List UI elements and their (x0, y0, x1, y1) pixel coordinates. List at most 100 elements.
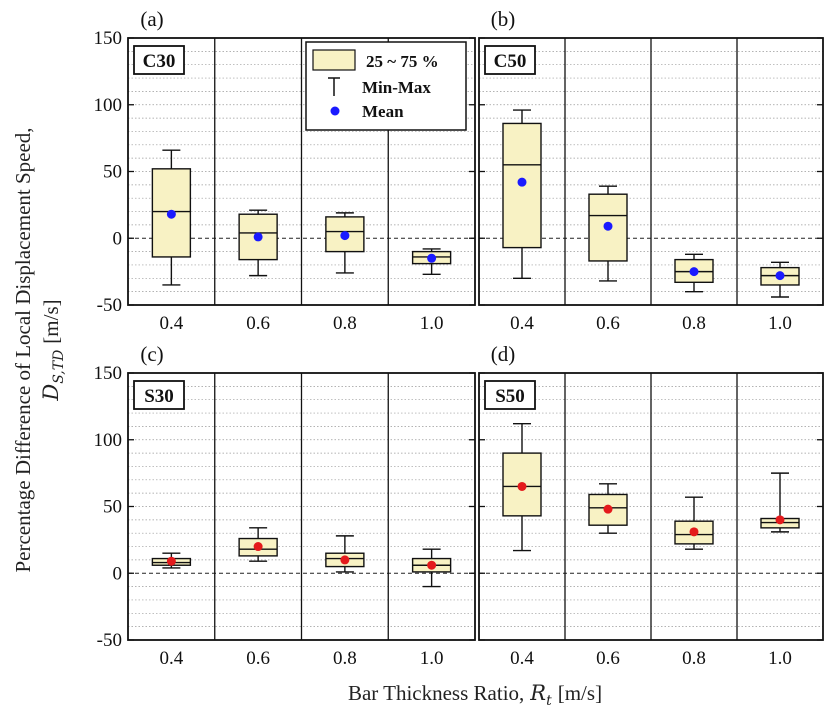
box-0.8 (674, 253, 714, 293)
y-tick-label: 100 (94, 430, 123, 451)
legend: 25 ~ 75 % Min-Max Mean (305, 41, 467, 131)
y-axis-symbol-subscript: S,TD (51, 350, 67, 384)
panel-c30: -50 0 50 100 150 0.4 0.6 0.8 1.0 (a) C30 (94, 7, 476, 334)
legend-box-label: 25 ~ 75 % (366, 52, 439, 71)
x-axis-title-text: Bar Thickness Ratio, (348, 681, 524, 705)
legend-mean-label: Mean (362, 102, 404, 121)
y-tick-label: -50 (97, 295, 122, 316)
panel-letter: (c) (140, 342, 163, 366)
box-1.0 (411, 248, 452, 275)
panel-tag: C50 (484, 45, 536, 75)
mean-marker (689, 527, 699, 537)
x-tick-label: 0.8 (682, 648, 706, 669)
mean-marker (253, 542, 263, 552)
box-0.6 (588, 185, 628, 282)
mean-marker (517, 481, 527, 491)
x-tick-label: 0.4 (160, 648, 184, 669)
mean-marker (603, 221, 613, 231)
mean-marker (340, 555, 350, 565)
panels-group: -50 0 50 100 150 0.4 0.6 0.8 1.0 (a) C30 0.4 0.6 0.8 1… (94, 7, 824, 669)
panel-tag: S50 (484, 380, 536, 410)
y-tick-label: 50 (103, 497, 122, 518)
mean-marker (166, 556, 176, 566)
x-tick-label: 0.4 (510, 648, 534, 669)
mean-marker (689, 267, 699, 277)
x-tick-label: 0.6 (246, 313, 270, 334)
mean-marker (775, 515, 785, 525)
x-axis-title: Bar Thickness Ratio, Rt [m/s] (348, 681, 602, 709)
panel-tag-frame (484, 380, 536, 410)
box-0.8 (325, 212, 365, 274)
mean-marker (253, 232, 263, 242)
panel-tag-label: C30 (143, 51, 176, 72)
panel-tag: S30 (133, 380, 185, 410)
x-tick-label: 1.0 (768, 648, 792, 669)
y-axis-unit: [m/s] (39, 299, 63, 343)
x-tick-label: 0.6 (596, 648, 620, 669)
legend-mean-marker (330, 106, 340, 116)
box-0.4 (502, 423, 542, 552)
iqr-box (588, 493, 628, 526)
mean-marker (340, 231, 350, 241)
iqr-box (588, 193, 628, 262)
panel-letter: (d) (491, 342, 516, 366)
mean-marker (427, 560, 437, 570)
box-0.6 (238, 527, 278, 562)
panel-tag-label: S30 (144, 386, 174, 407)
panel-tag-frame (484, 45, 536, 75)
mean-marker (517, 177, 527, 187)
whisker-icon (328, 77, 340, 96)
mean-marker (166, 209, 176, 219)
panel-tag-frame (133, 45, 185, 75)
box-0.8 (325, 535, 365, 573)
y-axis-title-text: Percentage Difference of Local Displacem… (11, 127, 35, 572)
x-tick-label: 0.6 (596, 313, 620, 334)
x-tick-label: 0.6 (246, 648, 270, 669)
legend-box-swatch (312, 49, 356, 71)
x-tick-label: 0.8 (682, 313, 706, 334)
panel-s50: 0.4 0.6 0.8 1.0 (d) S50 (478, 342, 824, 669)
x-tick-label: 0.8 (333, 313, 357, 334)
y-tick-label: 50 (103, 162, 122, 183)
x-tick-label: 1.0 (420, 313, 444, 334)
box-0.8 (674, 496, 714, 550)
panel-tag-label: S50 (495, 386, 525, 407)
box-0.6 (238, 209, 278, 277)
y-axis-symbol-main: D (39, 384, 63, 402)
panel-tag-label: C50 (494, 51, 527, 72)
x-tick-label: 0.4 (160, 313, 184, 334)
y-tick-label: 150 (94, 363, 123, 384)
y-tick-label: -50 (97, 630, 122, 651)
y-tick-label: 0 (113, 228, 123, 249)
x-tick-label: 0.4 (510, 313, 534, 334)
x-tick-label: 1.0 (768, 313, 792, 334)
box-0.6 (588, 483, 628, 534)
mean-marker (775, 271, 785, 281)
panel-c50: 0.4 0.6 0.8 1.0 (b) C50 (478, 7, 824, 334)
x-axis-symbol-subscript: t (546, 693, 552, 709)
panel-tag: C30 (133, 45, 185, 75)
x-tick-label: 1.0 (420, 648, 444, 669)
box-1.0 (760, 261, 800, 298)
panel-tag-frame (133, 380, 185, 410)
y-tick-label: 0 (113, 563, 123, 584)
box-1.0 (411, 548, 452, 588)
x-axis-unit: [m/s] (558, 681, 602, 705)
box-1.0 (760, 472, 800, 533)
panel-s30: -50 0 50 100 150 0.4 0.6 0.8 1.0 (c) S30 (94, 342, 476, 669)
y-axis-title: Percentage Difference of Local Displacem… (11, 127, 35, 572)
x-axis-symbol-main: R (529, 681, 546, 705)
box-0.4 (151, 552, 192, 569)
x-tick-label: 0.8 (333, 648, 357, 669)
mean-marker (603, 504, 613, 514)
box-0.4 (502, 109, 542, 279)
y-axis-symbol: DS,TD [m/s] (39, 299, 67, 401)
panel-letter: (b) (491, 7, 516, 31)
mean-marker (427, 253, 437, 263)
y-tick-label: 100 (94, 95, 123, 116)
box-0.4 (151, 149, 192, 286)
panel-letter: (a) (140, 7, 163, 31)
legend-whisker-label: Min-Max (362, 78, 431, 97)
y-tick-label: 150 (94, 28, 123, 49)
